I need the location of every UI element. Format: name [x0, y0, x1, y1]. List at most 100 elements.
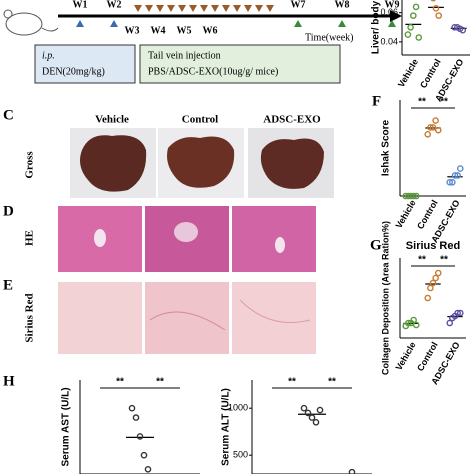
injection-marker: [134, 5, 142, 12]
data-point: [429, 279, 437, 287]
y-axis-label: Serum ALT (U/L): [221, 388, 232, 466]
gross-images: [70, 128, 334, 198]
data-point: [140, 451, 148, 459]
data-point: [432, 274, 439, 282]
y-tick-label: 500: [233, 450, 248, 460]
data-point: [132, 414, 140, 421]
data-point: [454, 309, 461, 317]
sample-marker: [338, 20, 346, 27]
data-point: [407, 23, 414, 31]
column-header: ADSC-EXO: [263, 114, 321, 126]
box-ip-line1: i.p.: [42, 50, 55, 61]
box-ip: [34, 44, 136, 84]
significance-label: **: [440, 97, 448, 108]
y-tick-label: 1000: [228, 403, 248, 413]
significance-label: **: [418, 255, 426, 266]
den-marker: [76, 20, 84, 27]
timeline: W1 W2 W3 W4 W5 W6 W7 W8 W9: [73, 0, 400, 36]
injection-marker: [189, 5, 197, 12]
week-label: W5: [177, 25, 192, 36]
injection-marker: [255, 5, 263, 12]
sirius-images: [58, 282, 316, 354]
panel-label: E: [3, 277, 13, 293]
chart-title: Sirius Red: [406, 240, 460, 252]
box-injection-line1: Tail vein injection: [148, 50, 221, 61]
data-point: [449, 178, 456, 186]
box-ip-line2: DEN(20mg/kg): [42, 66, 105, 77]
column-header: Control: [182, 114, 218, 126]
injection-marker: [156, 5, 164, 12]
data-point: [412, 192, 420, 200]
data-point: [435, 12, 443, 19]
week-label: W7: [291, 0, 306, 10]
data-point: [412, 321, 420, 329]
injection-marker: [167, 5, 175, 12]
injection-marker: [222, 5, 230, 12]
data-point: [456, 309, 464, 317]
week-label: W2: [107, 0, 122, 10]
row-label: Gross: [24, 151, 36, 179]
y-axis-label: Liver/ body: [371, 0, 382, 54]
injection-marker: [211, 5, 219, 12]
data-point: [456, 165, 464, 172]
data-point: [446, 178, 454, 186]
data-point: [427, 124, 434, 131]
data-point: [136, 433, 144, 440]
y-axis-label: Serum AST (U/L): [61, 387, 72, 466]
data-point: [412, 3, 420, 11]
panel-label: F: [372, 93, 381, 109]
he-images: [58, 206, 316, 272]
mouse-icon: [3, 9, 59, 36]
data-point: [430, 0, 436, 2]
row-label: Sirius Red: [24, 293, 36, 342]
week-label: W9: [385, 0, 400, 10]
data-point: [432, 117, 439, 124]
data-point: [312, 418, 320, 426]
data-point: [459, 26, 467, 34]
data-point: [128, 404, 136, 412]
week-label: W8: [335, 0, 350, 10]
data-point: [429, 124, 437, 131]
den-marker: [110, 20, 118, 27]
data-point: [405, 319, 412, 327]
data-point: [424, 130, 432, 138]
data-point: [316, 406, 324, 414]
panel-label: D: [3, 203, 14, 219]
injection-marker: [244, 5, 252, 12]
data-point: [434, 269, 442, 277]
data-point: [446, 319, 454, 327]
column-header: Vehicle: [95, 114, 129, 126]
significance-label: **: [418, 97, 426, 108]
data-point: [424, 294, 432, 302]
week-label: W4: [151, 25, 166, 36]
timeline-label: Time(week): [305, 32, 354, 43]
injection-marker: [178, 5, 186, 12]
y-axis-label: Collagen Deposition (Area Ration%): [380, 221, 390, 375]
sample-marker: [388, 20, 396, 27]
box-injection: [139, 44, 341, 84]
week-label: W6: [203, 25, 218, 36]
significance-label: **: [116, 377, 124, 388]
data-point: [427, 284, 434, 292]
week-label: W3: [125, 25, 140, 36]
data-point: [410, 192, 417, 200]
data-point: [304, 409, 312, 417]
panel-label: H: [3, 373, 15, 389]
data-point: [410, 12, 417, 19]
data-point: [415, 34, 423, 41]
data-point: [144, 465, 152, 473]
significance-label: **: [288, 377, 296, 388]
panel-label: G: [370, 237, 382, 253]
injection-marker: [266, 5, 274, 12]
data-point: [432, 5, 440, 12]
y-axis-label: Ishak Score: [381, 119, 392, 176]
data-point: [451, 172, 459, 179]
significance-label: **: [328, 377, 336, 388]
data-point: [454, 172, 461, 179]
sample-marker: [294, 20, 302, 27]
panel-label: C: [3, 107, 14, 123]
y-tick-label: 0.04: [380, 36, 398, 46]
injection-marker: [233, 5, 241, 12]
week-label: W1: [73, 0, 88, 10]
